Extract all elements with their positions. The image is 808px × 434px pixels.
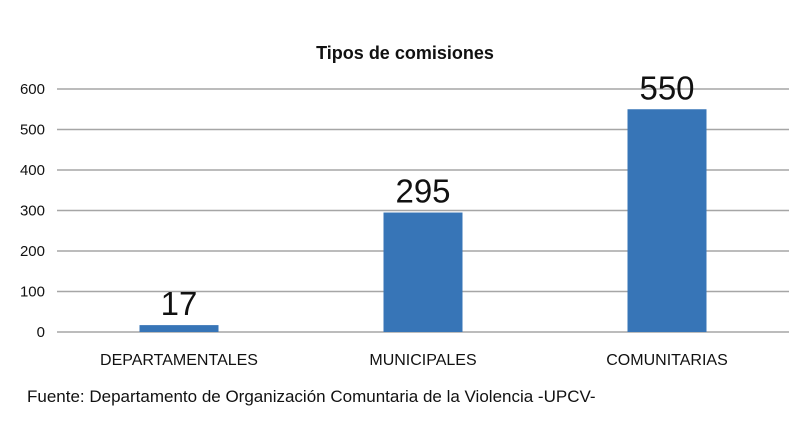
bar-municipales xyxy=(383,212,463,332)
bar-comunitarias xyxy=(627,109,707,332)
category-label: COMUNITARIAS xyxy=(606,352,727,369)
value-label: 17 xyxy=(161,285,198,322)
value-label: 550 xyxy=(639,69,694,106)
y-tick-label: 600 xyxy=(20,81,45,98)
y-tick-label: 500 xyxy=(20,122,45,139)
y-tick-label: 100 xyxy=(20,284,45,301)
y-tick-label: 0 xyxy=(37,324,45,341)
bars xyxy=(139,109,707,332)
chart-title: Tipos de comisiones xyxy=(316,43,494,63)
y-tick-label: 300 xyxy=(20,203,45,220)
category-label: DEPARTAMENTALES xyxy=(100,352,258,369)
category-label: MUNICIPALES xyxy=(369,352,476,369)
value-label: 295 xyxy=(395,173,450,210)
y-tick-label: 200 xyxy=(20,243,45,260)
y-axis-ticks: 0 100 200 300 400 500 600 xyxy=(20,81,45,341)
data-labels: 17 295 550 xyxy=(161,69,695,322)
bar-departamentales xyxy=(139,325,219,332)
x-axis-categories: DEPARTAMENTALES MUNICIPALES COMUNITARIAS xyxy=(100,352,728,369)
source-note: Fuente: Departamento de Organización Com… xyxy=(27,387,596,406)
y-tick-label: 400 xyxy=(20,162,45,179)
